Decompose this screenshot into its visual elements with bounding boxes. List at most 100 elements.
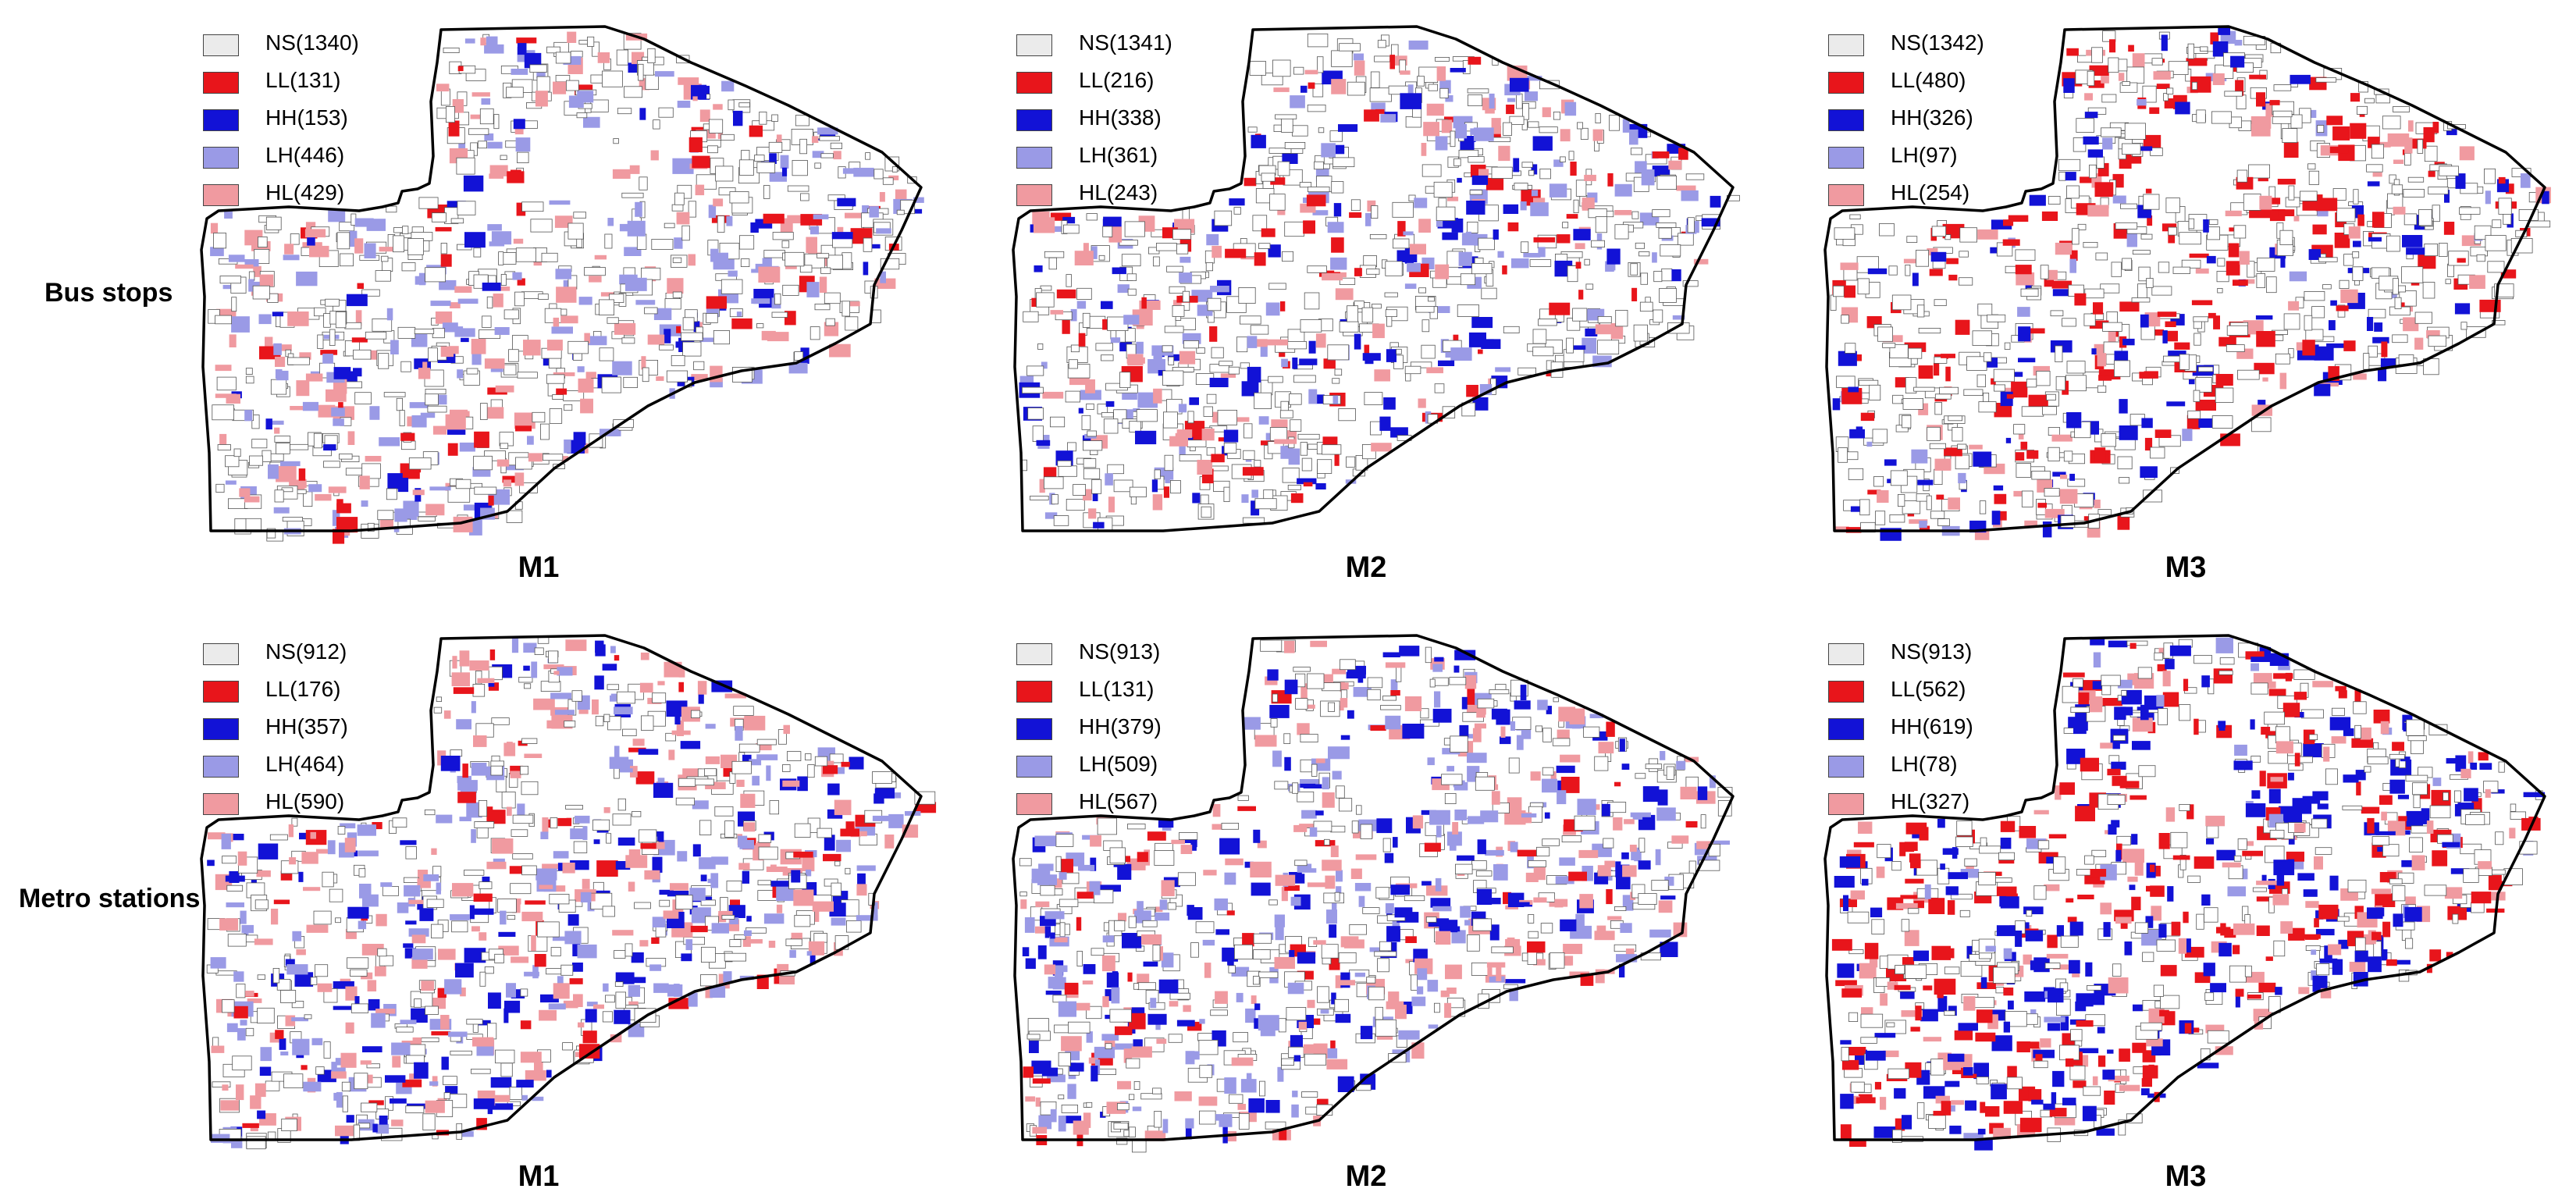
parcel-ll: [1226, 910, 1235, 916]
parcel-ns: [407, 238, 424, 255]
parcel-lh: [531, 661, 538, 678]
parcel-ns: [1444, 792, 1457, 804]
parcel-ns: [2391, 184, 2403, 194]
parcel-hh: [1966, 945, 1973, 959]
parcel-lh: [210, 957, 226, 969]
parcel-ns: [2089, 164, 2097, 179]
parcel-hl: [1355, 854, 1377, 860]
parcel-ns: [1875, 511, 1886, 525]
parcel-ns: [1105, 1043, 1112, 1049]
parcel-hh: [1185, 1125, 1192, 1140]
parcel-ns: [1630, 148, 1642, 155]
parcel-ns: [1292, 782, 1299, 794]
parcel-ns: [2428, 724, 2448, 735]
parcel-ns: [2366, 164, 2383, 173]
parcel-ll: [1517, 849, 1539, 857]
parcel-lh: [1429, 810, 1450, 825]
parcel-hl: [1266, 339, 1288, 346]
parcel-hh: [1025, 958, 1036, 970]
parcel-ll: [520, 1020, 532, 1030]
parcel-ns: [2288, 185, 2295, 201]
parcel-hh: [1850, 506, 1867, 512]
parcel-hl: [471, 339, 486, 354]
parcel-ns: [638, 63, 644, 81]
parcel-hl: [287, 311, 309, 326]
parcel-ll: [2256, 896, 2274, 902]
parcel-ns: [1375, 1006, 1383, 1020]
parcel-ll: [1941, 354, 1955, 358]
parcel-ns: [1057, 460, 1072, 467]
parcel-hl: [222, 1084, 229, 1091]
parcel-hh: [746, 916, 752, 922]
parcel-ns: [2336, 208, 2356, 222]
parcel-ll: [1115, 1026, 1133, 1035]
parcel-lh: [672, 158, 694, 174]
parcel-ns: [738, 102, 750, 108]
parcel-hl: [743, 822, 756, 832]
parcel-hl: [1326, 1059, 1348, 1070]
parcel-ns: [486, 1023, 497, 1040]
parcel-ns: [1168, 356, 1175, 365]
parcel-ns: [2476, 254, 2485, 262]
parcel-ll: [1076, 916, 1082, 931]
parcel-hh: [1991, 1035, 2012, 1052]
parcel-ll: [2229, 227, 2235, 232]
parcel-hl: [1336, 980, 1356, 986]
parcel-ns: [233, 448, 241, 457]
parcel-hl: [859, 831, 867, 837]
parcel-lh: [2234, 744, 2247, 756]
parcel-ns: [2042, 406, 2057, 415]
parcel-lh: [400, 1020, 417, 1024]
parcel-hh: [2079, 1048, 2099, 1054]
parcel-ns: [287, 357, 310, 365]
parcel-ns: [714, 806, 734, 817]
parcel-layer: [1831, 637, 2546, 1151]
parcel-ll: [2194, 856, 2215, 869]
parcel-ns: [2044, 963, 2061, 969]
map-panel: [1012, 25, 1740, 532]
parcel-ll: [2165, 321, 2176, 327]
parcel-ns: [1238, 1113, 1250, 1130]
parcel-ns: [2236, 94, 2247, 109]
parcel-hh: [2042, 521, 2052, 538]
parcel-ll: [2332, 126, 2350, 141]
parcel-lh: [1332, 902, 1337, 913]
parcel-hl: [787, 215, 809, 224]
parcel-ns: [1076, 287, 1092, 300]
parcel-ns: [1450, 735, 1468, 753]
parcel-ns: [2308, 170, 2320, 185]
parcel-ns: [2429, 805, 2451, 819]
parcel-ns: [1334, 998, 1349, 1013]
parcel-lh: [439, 279, 457, 290]
parcel-lh: [751, 298, 770, 304]
parcel-ns: [1091, 479, 1102, 494]
parcel-hh: [461, 337, 469, 343]
parcel-hh: [769, 153, 777, 164]
parcel-ns: [427, 405, 447, 413]
parcel-lh: [1161, 952, 1174, 968]
parcel-ns: [1441, 774, 1463, 785]
parcel-lh: [1614, 183, 1632, 197]
parcel-ns: [1354, 301, 1364, 310]
parcel-lh: [1240, 1079, 1257, 1093]
parcel-hl: [610, 1034, 622, 1043]
parcel-ns: [1086, 213, 1098, 221]
parcel-hh: [524, 52, 542, 69]
parcel-lh: [1297, 863, 1312, 870]
parcel-ns: [353, 349, 372, 360]
parcel-ns: [1253, 933, 1272, 944]
parcel-ll: [2020, 441, 2028, 450]
parcel-lh: [1327, 222, 1344, 233]
parcel-ns: [1886, 1022, 1895, 1027]
parcel-ns: [549, 894, 570, 905]
parcel-hh: [1701, 218, 1720, 227]
parcel-lh: [1480, 810, 1499, 823]
parcel-lh: [409, 402, 429, 408]
parcel-lh: [872, 815, 894, 821]
parcel-hl: [503, 742, 516, 756]
parcel-ns: [799, 138, 808, 155]
parcel-ns: [1528, 169, 1535, 176]
parcel-lh: [369, 406, 380, 420]
parcel-ns: [377, 948, 387, 957]
parcel-lh: [1050, 1109, 1057, 1123]
